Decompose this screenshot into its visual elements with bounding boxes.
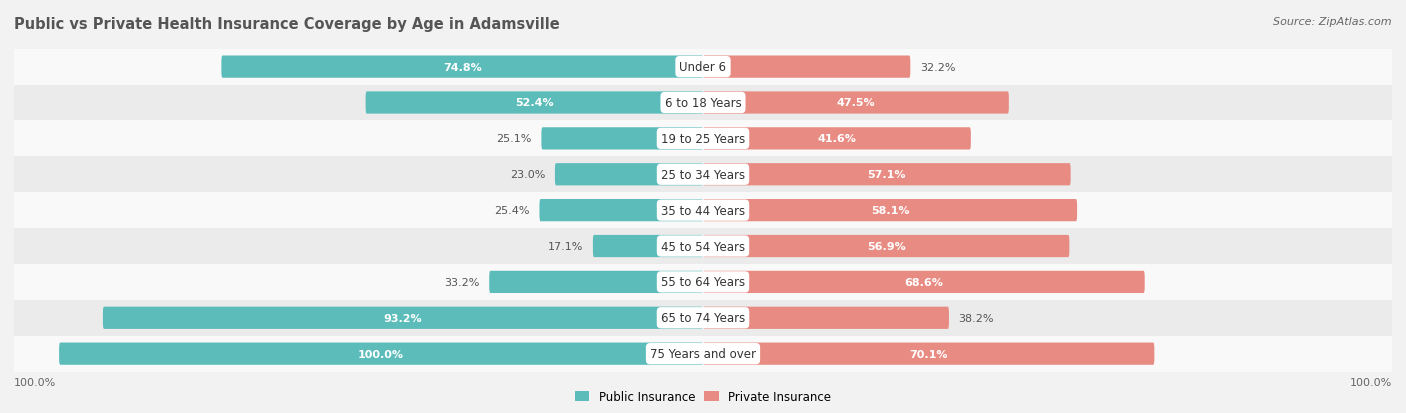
Text: 41.6%: 41.6% xyxy=(817,134,856,144)
FancyBboxPatch shape xyxy=(540,199,703,222)
FancyBboxPatch shape xyxy=(703,164,1070,186)
Text: 74.8%: 74.8% xyxy=(443,62,482,72)
FancyBboxPatch shape xyxy=(703,307,949,329)
Bar xyxy=(14,228,1392,264)
Text: 57.1%: 57.1% xyxy=(868,170,905,180)
Text: 6 to 18 Years: 6 to 18 Years xyxy=(665,97,741,110)
FancyBboxPatch shape xyxy=(703,199,1077,222)
FancyBboxPatch shape xyxy=(703,92,1010,114)
Text: 35 to 44 Years: 35 to 44 Years xyxy=(661,204,745,217)
Bar xyxy=(14,121,1392,157)
FancyBboxPatch shape xyxy=(703,271,1144,293)
Text: 38.2%: 38.2% xyxy=(959,313,994,323)
Bar xyxy=(14,264,1392,300)
FancyBboxPatch shape xyxy=(59,343,703,365)
Text: 52.4%: 52.4% xyxy=(515,98,554,108)
Text: 17.1%: 17.1% xyxy=(548,242,583,252)
Text: 65 to 74 Years: 65 to 74 Years xyxy=(661,311,745,325)
FancyBboxPatch shape xyxy=(103,307,703,329)
FancyBboxPatch shape xyxy=(555,164,703,186)
Text: Source: ZipAtlas.com: Source: ZipAtlas.com xyxy=(1274,17,1392,26)
Text: 25.4%: 25.4% xyxy=(495,206,530,216)
Bar xyxy=(14,85,1392,121)
Text: 70.1%: 70.1% xyxy=(910,349,948,359)
Text: 100.0%: 100.0% xyxy=(14,377,56,387)
Bar xyxy=(14,157,1392,193)
Text: 55 to 64 Years: 55 to 64 Years xyxy=(661,276,745,289)
FancyBboxPatch shape xyxy=(366,92,703,114)
Text: 25.1%: 25.1% xyxy=(496,134,531,144)
FancyBboxPatch shape xyxy=(703,235,1070,258)
Text: 25 to 34 Years: 25 to 34 Years xyxy=(661,169,745,181)
Text: 100.0%: 100.0% xyxy=(359,349,404,359)
FancyBboxPatch shape xyxy=(703,343,1154,365)
Bar xyxy=(14,193,1392,228)
Text: 23.0%: 23.0% xyxy=(510,170,546,180)
Text: 33.2%: 33.2% xyxy=(444,277,479,287)
Text: 75 Years and over: 75 Years and over xyxy=(650,347,756,360)
Bar xyxy=(14,336,1392,372)
Text: 56.9%: 56.9% xyxy=(868,242,905,252)
FancyBboxPatch shape xyxy=(541,128,703,150)
FancyBboxPatch shape xyxy=(703,128,972,150)
Text: 45 to 54 Years: 45 to 54 Years xyxy=(661,240,745,253)
FancyBboxPatch shape xyxy=(703,56,910,78)
Text: 47.5%: 47.5% xyxy=(837,98,875,108)
Text: 68.6%: 68.6% xyxy=(904,277,943,287)
Text: Public vs Private Health Insurance Coverage by Age in Adamsville: Public vs Private Health Insurance Cover… xyxy=(14,17,560,31)
Text: 93.2%: 93.2% xyxy=(384,313,422,323)
FancyBboxPatch shape xyxy=(593,235,703,258)
Text: 32.2%: 32.2% xyxy=(920,62,956,72)
FancyBboxPatch shape xyxy=(489,271,703,293)
Text: 58.1%: 58.1% xyxy=(870,206,910,216)
Bar xyxy=(14,300,1392,336)
Bar xyxy=(14,50,1392,85)
Legend: Public Insurance, Private Insurance: Public Insurance, Private Insurance xyxy=(571,385,835,408)
Text: 19 to 25 Years: 19 to 25 Years xyxy=(661,133,745,145)
FancyBboxPatch shape xyxy=(221,56,703,78)
Text: Under 6: Under 6 xyxy=(679,61,727,74)
Text: 100.0%: 100.0% xyxy=(1350,377,1392,387)
